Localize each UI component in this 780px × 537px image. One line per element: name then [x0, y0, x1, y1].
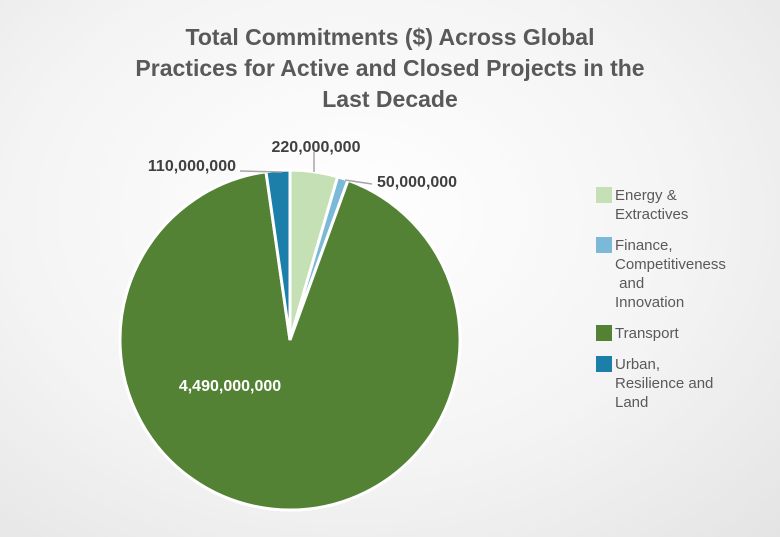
data-label-urban-resilience-and-land: 110,000,000	[148, 158, 236, 175]
legend-label: Urban, Resilience and Land	[615, 356, 714, 411]
legend-label: Finance, Competitiveness and Innovation	[615, 237, 726, 311]
legend-label: Transport	[615, 325, 679, 342]
legend-swatch	[596, 237, 612, 253]
data-label-transport: 4,490,000,000	[179, 378, 281, 395]
legend-swatch	[596, 356, 612, 372]
chart-title: Total Commitments ($) Across Global Prac…	[0, 22, 780, 115]
legend-item-urban-resilience-and-land: Urban, Resilience and Land	[596, 355, 726, 412]
data-label-energy-extractives: 220,000,000	[272, 139, 361, 156]
legend-item-finance-competitiveness-and-innovation: Finance, Competitiveness and Innovation	[596, 236, 726, 312]
legend: Energy & Extractives Finance, Competitivene…	[596, 186, 726, 424]
legend-swatch	[596, 325, 612, 341]
leader-line	[344, 179, 373, 185]
title-line: Last Decade	[322, 86, 458, 112]
title-line: Practices for Active and Closed Projects…	[135, 55, 645, 81]
legend-swatch	[596, 187, 612, 203]
legend-item-energy-extractives: Energy & Extractives	[596, 186, 726, 224]
title-line: Total Commitments ($) Across Global	[185, 24, 595, 50]
legend-label: Energy & Extractives	[615, 187, 689, 223]
legend-item-transport: Transport	[596, 324, 726, 343]
leader-line	[239, 170, 283, 173]
data-label-finance-competitiveness-and-innovation: 50,000,000	[377, 174, 457, 191]
pie-slice-transport	[118, 170, 462, 512]
